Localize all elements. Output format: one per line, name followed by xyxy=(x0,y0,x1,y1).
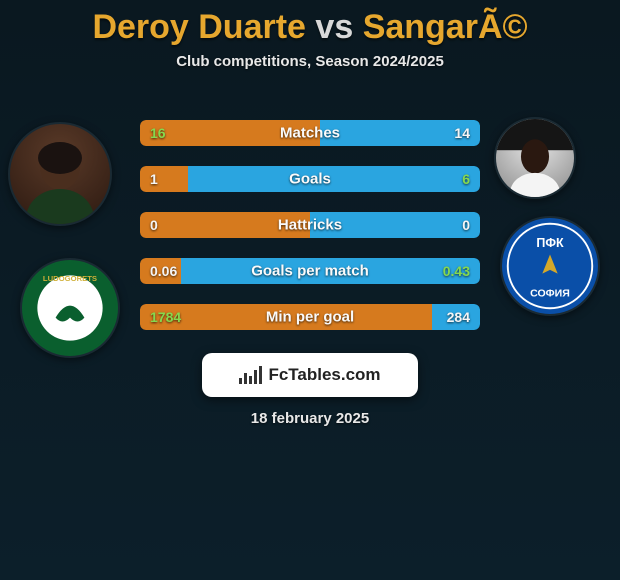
chart-icon xyxy=(239,366,262,384)
stat-value-player1: 0.06 xyxy=(150,263,177,279)
stat-row: Goals1 6 xyxy=(140,166,480,192)
stat-value-player2: 6 xyxy=(462,171,470,187)
comparison-title: Deroy Duarte vs SangarÃ© xyxy=(0,0,620,47)
stat-value-player2: 14 xyxy=(454,125,470,141)
stat-value-player1: 1784 xyxy=(150,309,181,325)
stat-value-player2: 284 xyxy=(447,309,470,325)
date-text: 18 february 2025 xyxy=(0,410,620,427)
club2-crest: ПФК СОФИЯ xyxy=(500,216,600,316)
stat-value-player1: 16 xyxy=(150,125,166,141)
stat-value-player2: 0.43 xyxy=(443,263,470,279)
player2-name: SangarÃ© xyxy=(363,8,528,46)
stat-label: Min per goal xyxy=(140,309,480,326)
stat-value-player1: 0 xyxy=(150,217,158,233)
player2-avatar xyxy=(494,117,576,199)
subtitle: Club competitions, Season 2024/2025 xyxy=(0,53,620,70)
stat-value-player2: 0 xyxy=(462,217,470,233)
stat-row: Matches16 14 xyxy=(140,120,480,146)
stat-row: Goals per match0.06 0.43 xyxy=(140,258,480,284)
stat-value-player1: 1 xyxy=(150,171,158,187)
svg-text:LUDOGORETS: LUDOGORETS xyxy=(43,274,97,283)
stat-label: Goals per match xyxy=(140,263,480,280)
brand-badge: FcTables.com xyxy=(202,353,418,397)
club1-crest: LUDOGORETS xyxy=(20,258,120,358)
stats-container: Matches1614Goals16Hattricks00Goals per m… xyxy=(140,120,480,330)
stat-label: Goals xyxy=(140,171,480,188)
stat-row: Min per goal1784 284 xyxy=(140,304,480,330)
player1-name: Deroy Duarte xyxy=(92,8,306,46)
vs-text: vs xyxy=(315,8,353,46)
stat-label: Hattricks xyxy=(140,217,480,234)
svg-text:ПФК: ПФК xyxy=(536,236,564,250)
svg-text:СОФИЯ: СОФИЯ xyxy=(530,288,570,300)
brand-text: FcTables.com xyxy=(268,365,380,385)
stat-label: Matches xyxy=(140,125,480,142)
player1-avatar xyxy=(8,122,112,226)
stat-row: Hattricks0 0 xyxy=(140,212,480,238)
